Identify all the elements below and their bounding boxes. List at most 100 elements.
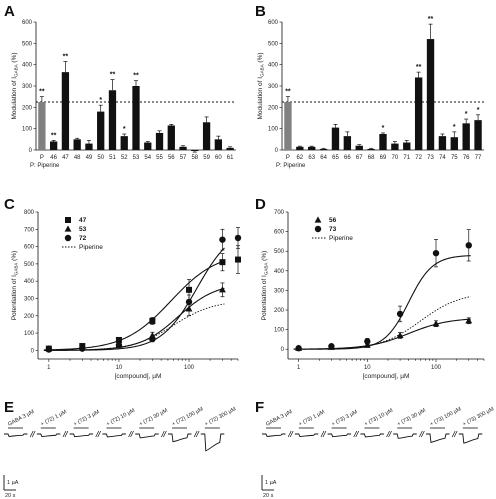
e-scale-current-label: 1 µA: [7, 480, 19, 486]
b-bar: [308, 146, 316, 150]
c-point-square: [186, 286, 193, 293]
a-y-tick-label: 0: [29, 148, 33, 154]
b-category-label: 66: [344, 155, 351, 161]
bar-chart-a: 0 100 200 300 400 500 600 Modulation of IGABA (…: [11, 20, 236, 169]
f-break-mark: [386, 430, 390, 438]
a-bar: [120, 136, 128, 150]
b-significance-star: *: [382, 125, 385, 132]
b-y-tick-label: 500: [268, 41, 279, 47]
c-y-tick-label: 100: [24, 331, 35, 337]
a-bar: [97, 111, 105, 150]
d-fit-curve: [293, 318, 471, 350]
d-legend-label: 56: [329, 217, 337, 224]
b-category-label: 64: [320, 155, 327, 161]
a-significance-star: **: [39, 89, 45, 96]
a-y-tick-label: 600: [22, 20, 33, 26]
panel-letter-d: D: [255, 196, 266, 213]
a-footnote: P: Piperine: [30, 163, 60, 169]
a-bar: [144, 142, 152, 150]
d-legend-label: Piperine: [329, 235, 353, 242]
c-y-tick-label: 600: [24, 245, 35, 251]
c-legend-point-triangle: [64, 225, 72, 232]
c-x-axis-label: [compound], µM: [115, 373, 162, 380]
a-significance-star: *: [99, 97, 102, 104]
a-y-tick-label: 100: [22, 127, 33, 133]
a-bar: [85, 143, 93, 150]
a-significance-star: **: [63, 53, 69, 60]
b-bar: [319, 148, 328, 150]
panel-letter-e: E: [4, 399, 14, 416]
e-break-mark: [130, 430, 134, 438]
d-point-triangle: [465, 317, 473, 324]
e-trace-label: + (72) 10 µM: [106, 408, 137, 428]
c-legend-label: Piperine: [79, 244, 103, 251]
f-break-mark: [322, 430, 327, 438]
d-y-tick-label: 400: [274, 269, 285, 275]
a-bar: [214, 139, 222, 150]
d-y-tick-label: 200: [274, 308, 285, 314]
e-current-trace: [102, 433, 126, 438]
a-y-tick-label: 200: [22, 105, 33, 111]
b-category-label: 71: [403, 155, 410, 161]
c-legend-point-circle: [64, 234, 72, 242]
c-point-square: [219, 259, 226, 266]
c-point-square: [149, 317, 156, 324]
c-point-circle: [45, 346, 53, 353]
b-bar: [403, 142, 411, 150]
d-point-circle: [328, 343, 335, 350]
a-category-label: 51: [109, 155, 116, 161]
e-break-mark: [193, 430, 198, 438]
e-current-trace: [69, 433, 94, 438]
c-point-triangle: [219, 286, 226, 293]
e-break-mark: [97, 430, 102, 438]
f-trace-label: + (73) 1 µM: [298, 409, 326, 428]
e-trace-label: + (72) 30 µM: [138, 408, 169, 428]
d-legend-point-triangle: [314, 216, 322, 223]
f-trace-label: + (73) 100 µM: [429, 406, 463, 428]
b-category-label: 65: [332, 155, 339, 161]
f-break-mark: [419, 430, 423, 438]
a-y-axis-label: Modulation of IGABA (%): [11, 52, 19, 119]
a-y-tick-label: 300: [22, 84, 33, 90]
d-y-axis-label: Potentiation of IGABA (%): [261, 251, 269, 321]
a-category-label: 47: [62, 155, 69, 161]
a-bar: [61, 72, 70, 150]
a-bar: [167, 125, 175, 150]
c-point-circle: [219, 236, 226, 243]
a-category-label: P: [40, 155, 44, 161]
d-y-tick-label: 600: [274, 230, 285, 236]
a-category-label: 55: [156, 155, 163, 161]
a-category-label: 59: [203, 155, 210, 161]
f-current-trace: [262, 433, 286, 437]
c-legend-label: 53: [79, 226, 87, 233]
current-traces-f: GABA 3 µM + (73) 1 µM + (73) 3 µM + (73) 10…: [261, 406, 496, 499]
c-point-circle: [234, 234, 242, 242]
a-significance-star: **: [110, 72, 116, 79]
c-legend-point-square: [65, 217, 71, 223]
b-bar: [284, 102, 292, 150]
d-legend-label: 73: [329, 226, 337, 233]
a-bar: [226, 147, 234, 150]
b-category-label: 67: [356, 155, 363, 161]
a-significance-star: **: [51, 132, 57, 139]
c-point-square: [235, 256, 241, 263]
a-category-label: 54: [144, 155, 151, 161]
f-break-mark: [287, 430, 292, 438]
e-trace-label: + (72) 300 µM: [204, 406, 238, 428]
a-category-label: 48: [74, 155, 81, 161]
a-category-label: 58: [191, 155, 198, 161]
b-category-label: 73: [427, 155, 434, 161]
e-current-trace: [200, 433, 225, 452]
b-category-label: 63: [308, 155, 315, 161]
e-trace-label: + (72) 100 µM: [171, 406, 205, 428]
b-bar: [367, 148, 375, 150]
f-trace-label: + (73) 300 µM: [462, 406, 496, 428]
c-fit-curve: [43, 303, 225, 351]
c-x-tick-label: 10: [116, 365, 123, 371]
f-current-trace: [458, 433, 483, 444]
b-bar: [355, 145, 363, 150]
b-significance-star: *: [453, 124, 456, 131]
d-x-tick-label: 1: [297, 365, 301, 371]
b-footnote: P: Piperine: [276, 163, 306, 169]
